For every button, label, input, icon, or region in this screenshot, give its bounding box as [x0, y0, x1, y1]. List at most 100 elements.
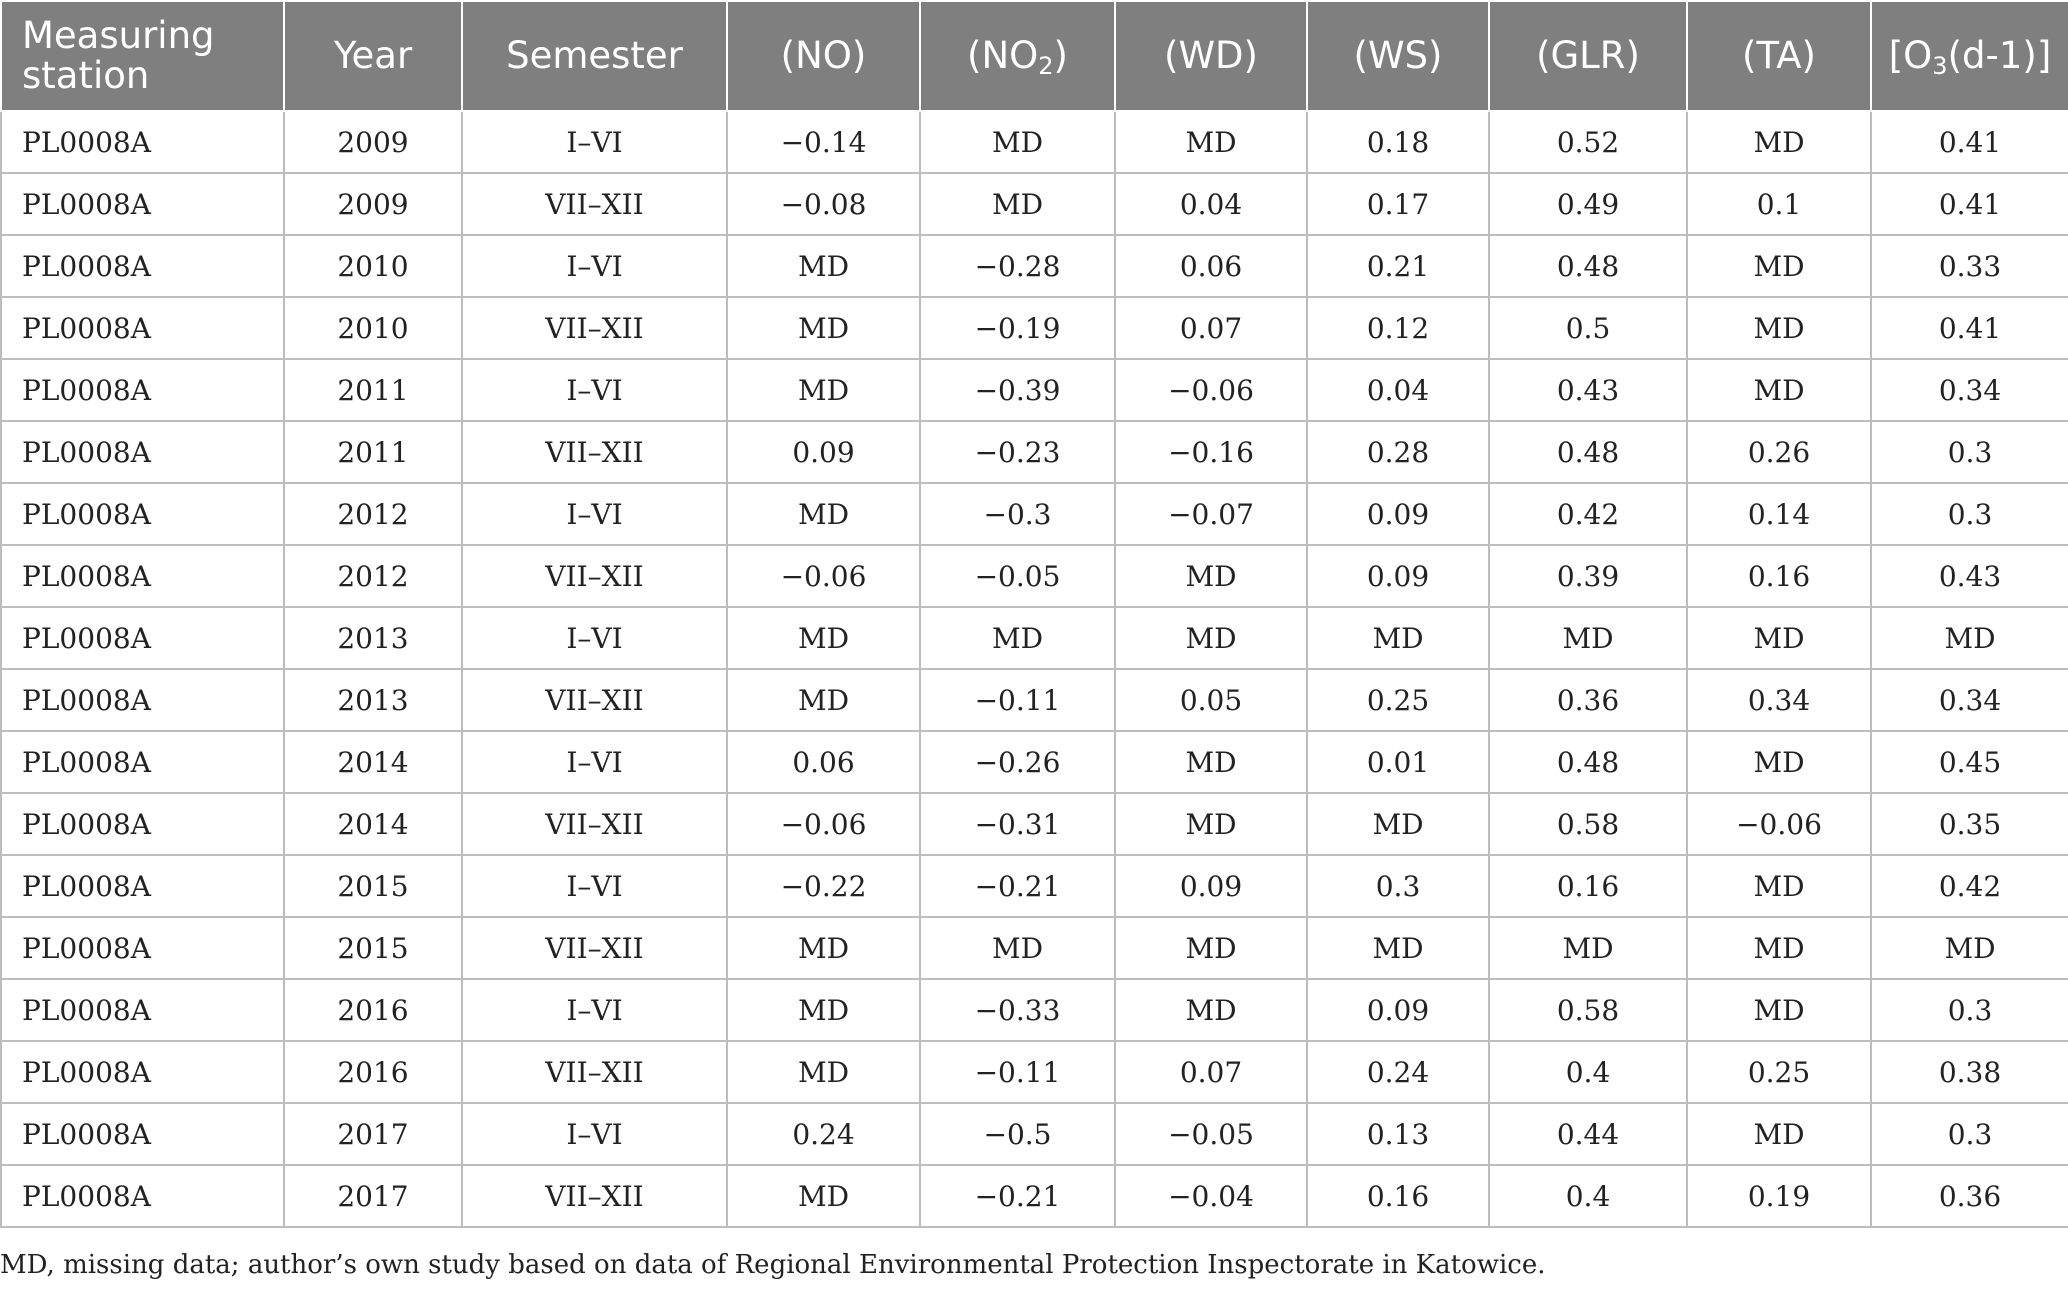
- table-cell: −0.22: [727, 855, 921, 918]
- table-cell: 0.16: [1687, 545, 1872, 608]
- table-cell: 0.44: [1489, 1103, 1688, 1166]
- table-cell: 0.09: [727, 421, 921, 484]
- table-row: PL0008A 2016 I–VI MD −0.33 MD 0.09 0.58 MD 0.3: [0, 979, 2068, 1042]
- table-cell: −0.19: [920, 297, 1116, 360]
- table-cell: VII–XII: [462, 669, 728, 732]
- table-cell: PL0008A: [0, 669, 285, 732]
- table-cell: 0.48: [1489, 235, 1688, 298]
- table-cell: I–VI: [462, 235, 728, 298]
- table-cell: 0.49: [1489, 173, 1688, 236]
- table-cell: −0.16: [1115, 421, 1308, 484]
- table-cell: 0.04: [1115, 173, 1308, 236]
- table-row: PL0008A 2013 I–VI MD MD MD MD MD MD MD: [0, 607, 2068, 670]
- table-cell: 2010: [284, 297, 463, 360]
- table-cell: −0.06: [1115, 359, 1308, 422]
- table-cell: 0.06: [1115, 235, 1308, 298]
- footnote: MD, missing data; author’s own study bas…: [0, 1250, 1546, 1280]
- table-cell: VII–XII: [462, 793, 728, 856]
- table-cell: 2012: [284, 545, 463, 608]
- table-cell: PL0008A: [0, 235, 285, 298]
- table-cell: I–VI: [462, 731, 728, 794]
- table-cell: PL0008A: [0, 793, 285, 856]
- data-table: Measuring station Year Semester (NO) (NO…: [0, 0, 2068, 1228]
- table-cell: 0.36: [1871, 1165, 2068, 1228]
- table-cell: MD: [727, 359, 921, 422]
- table-cell: MD: [1871, 917, 2068, 980]
- table-cell: PL0008A: [0, 173, 285, 236]
- table-row: PL0008A 2015 VII–XII MD MD MD MD MD MD MD: [0, 917, 2068, 980]
- table-cell: 0.24: [1307, 1041, 1490, 1104]
- table-cell: −0.06: [727, 545, 921, 608]
- table-cell: MD: [1115, 917, 1308, 980]
- table-cell: 2009: [284, 173, 463, 236]
- table-cell: −0.39: [920, 359, 1116, 422]
- table-cell: −0.26: [920, 731, 1116, 794]
- header-row: Measuring station Year Semester (NO) (NO…: [0, 0, 2068, 112]
- table-cell: 0.3: [1871, 979, 2068, 1042]
- table-cell: 0.58: [1489, 979, 1688, 1042]
- table-cell: MD: [727, 1041, 921, 1104]
- table-cell: 2014: [284, 793, 463, 856]
- table-body: PL0008A 2009 I–VI −0.14 MD MD 0.18 0.52 MD 0.41 PL…: [0, 111, 2068, 1228]
- table-cell: 0.09: [1307, 483, 1490, 546]
- table-cell: 0.36: [1489, 669, 1688, 732]
- header-no: (NO): [726, 0, 921, 112]
- table-cell: 2011: [284, 421, 463, 484]
- header-ta: (TA): [1686, 0, 1872, 112]
- table-cell: 0.5: [1489, 297, 1688, 360]
- table-cell: 0.17: [1307, 173, 1490, 236]
- table-cell: 2017: [284, 1103, 463, 1166]
- table-cell: MD: [1687, 731, 1872, 794]
- table-row: PL0008A 2010 VII–XII MD −0.19 0.07 0.12 0.5 MD 0.…: [0, 297, 2068, 360]
- table-row: PL0008A 2012 I–VI MD −0.3 −0.07 0.09 0.42 0.14 0.…: [0, 483, 2068, 546]
- table-row: PL0008A 2014 VII–XII −0.06 −0.31 MD MD 0.58 −0.0…: [0, 793, 2068, 856]
- table-cell: VII–XII: [462, 173, 728, 236]
- table-cell: MD: [1115, 731, 1308, 794]
- table-cell: 0.34: [1687, 669, 1872, 732]
- table-cell: −0.11: [920, 1041, 1116, 1104]
- table-cell: −0.33: [920, 979, 1116, 1042]
- table-cell: MD: [1489, 607, 1688, 670]
- table-cell: 0.1: [1687, 173, 1872, 236]
- table-cell: I–VI: [462, 1103, 728, 1166]
- table-cell: 2009: [284, 111, 463, 174]
- table-row: PL0008A 2014 I–VI 0.06 −0.26 MD 0.01 0.48 MD 0.45: [0, 731, 2068, 794]
- table-cell: 0.09: [1307, 545, 1490, 608]
- table-cell: 0.34: [1871, 669, 2068, 732]
- table-cell: 0.4: [1489, 1041, 1688, 1104]
- table-cell: MD: [727, 607, 921, 670]
- table-cell: 0.4: [1489, 1165, 1688, 1228]
- table-cell: 0.33: [1871, 235, 2068, 298]
- table-cell: VII–XII: [462, 545, 728, 608]
- header-glr: (GLR): [1488, 0, 1688, 112]
- table-cell: −0.08: [727, 173, 921, 236]
- table-cell: VII–XII: [462, 1165, 728, 1228]
- table-cell: VII–XII: [462, 1041, 728, 1104]
- table-cell: MD: [727, 917, 921, 980]
- table-row: PL0008A 2011 VII–XII 0.09 −0.23 −0.16 0.28 0.48…: [0, 421, 2068, 484]
- table-cell: 0.38: [1871, 1041, 2068, 1104]
- table-cell: MD: [1871, 607, 2068, 670]
- table-cell: 0.01: [1307, 731, 1490, 794]
- table-cell: PL0008A: [0, 1041, 285, 1104]
- table-cell: 0.48: [1489, 731, 1688, 794]
- table-cell: 2015: [284, 917, 463, 980]
- table-cell: 2013: [284, 669, 463, 732]
- table-cell: VII–XII: [462, 297, 728, 360]
- table-cell: I–VI: [462, 855, 728, 918]
- table-cell: PL0008A: [0, 855, 285, 918]
- header-semester: Semester: [461, 0, 728, 112]
- table-cell: −0.06: [1687, 793, 1872, 856]
- table-cell: −0.21: [920, 1165, 1116, 1228]
- table-cell: MD: [920, 917, 1116, 980]
- table-row: PL0008A 2010 I–VI MD −0.28 0.06 0.21 0.48 MD 0.33: [0, 235, 2068, 298]
- table-cell: 0.25: [1307, 669, 1490, 732]
- table-row: PL0008A 2016 VII–XII MD −0.11 0.07 0.24 0.4 0.25…: [0, 1041, 2068, 1104]
- table-cell: MD: [1307, 607, 1490, 670]
- table-cell: −0.5: [920, 1103, 1116, 1166]
- table-cell: 0.05: [1115, 669, 1308, 732]
- table-cell: PL0008A: [0, 111, 285, 174]
- table-cell: MD: [1687, 607, 1872, 670]
- table-cell: I–VI: [462, 359, 728, 422]
- table-cell: PL0008A: [0, 1103, 285, 1166]
